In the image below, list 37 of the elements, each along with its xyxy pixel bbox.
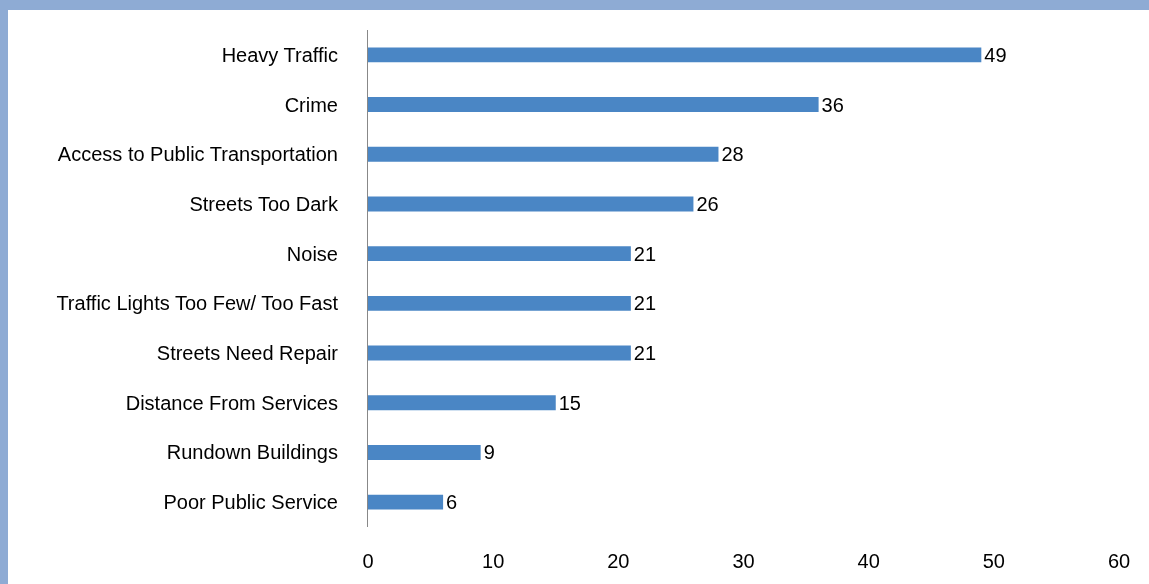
x-tick-label: 20 <box>607 550 630 572</box>
y-tick-label: Streets Too Dark <box>189 192 339 215</box>
bar <box>368 97 819 113</box>
bar <box>368 345 631 361</box>
x-tick-label: 60 <box>1107 550 1131 572</box>
data-label: 28 <box>721 143 744 166</box>
bar <box>368 246 631 262</box>
data-label: 49 <box>984 43 1007 66</box>
data-label: 21 <box>633 342 657 365</box>
data-label: 6 <box>446 491 458 514</box>
data-label: 9 <box>483 441 495 464</box>
bar <box>368 196 694 212</box>
x-tick-label: 40 <box>857 550 880 572</box>
data-label: 21 <box>633 292 657 315</box>
data-label: 15 <box>558 391 581 414</box>
bar <box>368 295 631 311</box>
data-label: 36 <box>821 93 844 116</box>
x-tick-label: 0 <box>362 550 374 572</box>
y-tick-label: Rundown Buildings <box>166 441 338 464</box>
bar <box>368 146 719 162</box>
data-label: 26 <box>696 192 719 215</box>
y-tick-label: Noise <box>286 242 338 265</box>
y-tick-label: Distance From Services <box>125 391 338 414</box>
y-tick-label: Traffic Lights Too Few/ Too Fast <box>56 292 339 315</box>
y-tick-label: Streets Need Repair <box>156 342 339 365</box>
x-tick-label: 30 <box>732 550 755 572</box>
x-tick-label: 10 <box>482 550 505 572</box>
y-tick-label: Crime <box>284 93 338 116</box>
y-tick-label: Heavy Traffic <box>221 43 338 66</box>
bar <box>368 445 481 460</box>
y-tick-label: Poor Public Service <box>163 491 338 514</box>
bar <box>368 395 556 411</box>
data-label: 21 <box>633 242 657 265</box>
y-tick-label: Access to Public Transportation <box>57 143 338 166</box>
bar <box>368 47 982 63</box>
bar <box>368 494 444 510</box>
x-tick-label: 50 <box>982 550 1005 572</box>
